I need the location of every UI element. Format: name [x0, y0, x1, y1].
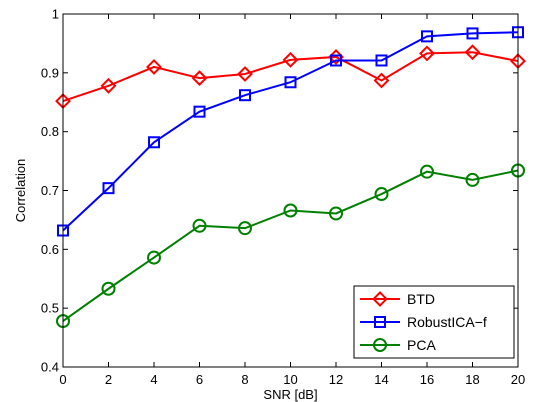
data-point-pca — [238, 221, 252, 236]
legend-marker — [374, 316, 386, 328]
x-tick-label: 4 — [150, 372, 157, 387]
data-point-pca — [465, 172, 480, 187]
y-tick-label: 0.8 — [41, 124, 59, 139]
x-axis-title: SNR [dB] — [263, 387, 317, 402]
x-tick-label: 20 — [511, 372, 525, 387]
data-point-btd — [282, 51, 299, 68]
data-point-pca — [283, 203, 298, 218]
data-point-pca — [192, 218, 207, 233]
legend-entry-btd: BTD — [360, 291, 435, 307]
legend-entry-robustica-f: RobustICA−f — [360, 314, 487, 330]
data-point-pca — [147, 250, 161, 265]
data-point-btd — [191, 70, 208, 87]
x-tick-label: 2 — [105, 372, 112, 387]
data-point-btd — [464, 44, 481, 61]
data-point-btd — [237, 66, 253, 82]
x-tick-label: 14 — [374, 372, 388, 387]
x-tick-label: 12 — [329, 372, 343, 387]
y-axis-title: Correlation — [13, 159, 28, 223]
legend-label: BTD — [407, 291, 435, 307]
legend-label: RobustICA−f — [407, 314, 487, 330]
y-tick-label: 0.4 — [41, 360, 59, 375]
legend: BTD RobustICA−f PCA — [353, 285, 515, 359]
x-tick-label: 16 — [420, 372, 434, 387]
data-point-btd — [100, 77, 117, 94]
data-point-robustica-f — [239, 89, 251, 102]
data-point-btd — [146, 59, 162, 75]
series-robustica-f — [57, 26, 524, 237]
data-point-pca — [420, 164, 434, 179]
x-tick-label: 10 — [283, 372, 297, 387]
plot-frame — [62, 13, 519, 368]
legend-marker — [372, 291, 388, 307]
data-point-pca — [329, 206, 343, 221]
series-line-robustica-f — [62, 31, 519, 232]
y-tick-label: 0.6 — [41, 242, 59, 257]
x-tick-label: 0 — [59, 372, 66, 387]
y-tick-label: 0.5 — [41, 301, 59, 316]
data-point-btd — [419, 45, 435, 62]
data-point-robustica-f — [284, 76, 297, 89]
data-point-robustica-f — [375, 54, 388, 67]
data-point-robustica-f — [193, 105, 206, 118]
legend-entry-pca: PCA — [360, 337, 436, 353]
legend-label: PCA — [407, 337, 436, 353]
data-point-robustica-f — [102, 182, 115, 195]
data-point-robustica-f — [148, 136, 160, 149]
y-tick-label: 0.9 — [41, 65, 59, 80]
series-pca — [56, 163, 525, 329]
y-tick-label: 1 — [52, 7, 59, 22]
series-line-btd — [62, 51, 519, 103]
legend-marker — [373, 338, 387, 352]
data-point-pca — [374, 187, 389, 202]
series-line-pca — [62, 169, 519, 322]
data-point-robustica-f — [466, 27, 479, 40]
x-tick-label: 6 — [196, 372, 203, 387]
x-tick-label: 18 — [465, 372, 479, 387]
data-point-robustica-f — [330, 54, 342, 67]
data-point-robustica-f — [421, 30, 433, 43]
x-tick-label: 8 — [241, 372, 248, 387]
data-point-btd — [373, 72, 390, 89]
data-point-pca — [101, 281, 116, 296]
y-tick-label: 0.7 — [41, 183, 59, 198]
